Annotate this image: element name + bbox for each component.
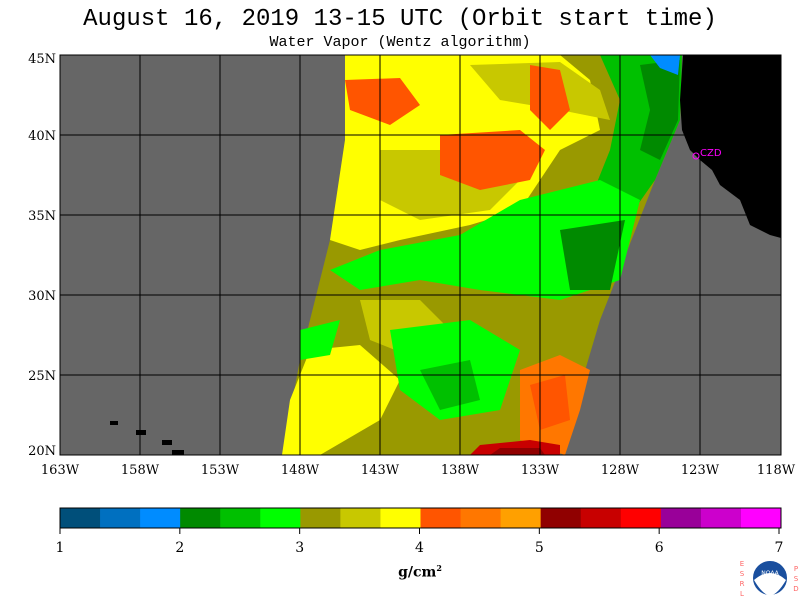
- island-oahu: [136, 430, 146, 435]
- lon-label-133w: 133W: [521, 463, 560, 478]
- grid-lines: [60, 55, 781, 455]
- logo-letter-l: L: [740, 590, 744, 598]
- lon-label-128w: 128W: [601, 463, 640, 478]
- map-title: August 16, 2019 13-15 UTC (Orbit start t…: [83, 6, 717, 33]
- region-orange-center: [440, 130, 545, 190]
- logo-letter-p: P: [794, 565, 798, 573]
- colorbar-swatch: [660, 508, 702, 528]
- lon-label-158w: 158W: [121, 463, 160, 478]
- colorbar-swatch: [100, 508, 141, 528]
- logo-letter-r: R: [740, 580, 745, 588]
- colorbar-frame: [59, 507, 782, 529]
- lon-label-123w: 123W: [681, 463, 720, 478]
- colorbar-swatch: [580, 508, 622, 528]
- colorbar-swatch: [220, 508, 261, 528]
- colorbar-swatch: [740, 508, 782, 528]
- lat-label-30n: 30N: [28, 289, 56, 304]
- colorbar-swatch: [180, 508, 221, 528]
- region-green-central: [330, 180, 640, 300]
- region-midgreen-south: [420, 360, 480, 410]
- island-maui: [162, 440, 172, 445]
- colorbar-swatch: [340, 508, 381, 528]
- colorbar-swatch: [260, 508, 301, 528]
- island-kauai: [110, 421, 118, 425]
- island-hawaii: [172, 450, 184, 455]
- lat-label-25n: 25N: [28, 369, 56, 384]
- logo-letter-d: D: [793, 585, 798, 593]
- lat-label-40n: 40N: [28, 129, 56, 144]
- site-marker-icon: [692, 152, 700, 160]
- noaa-logo-bird-icon: [754, 573, 786, 596]
- lon-label-138w: 138W: [441, 463, 480, 478]
- noaa-logo: NOAA E S R L P S D: [740, 559, 799, 598]
- logo-letter-s: S: [740, 570, 745, 578]
- map-subtitle: Water Vapor (Wentz algorithm): [269, 34, 531, 51]
- colorbar-swatch: [540, 508, 582, 528]
- lon-label-163w: 163W: [41, 463, 80, 478]
- lon-label-118w: 118W: [757, 463, 796, 478]
- region-darkgreen-central: [560, 220, 625, 290]
- colorbar-tick-label: 6: [655, 540, 664, 556]
- colorbar-tick-label: 3: [295, 540, 304, 556]
- colorbar-swatch: [500, 508, 542, 528]
- site-label: CZD: [700, 148, 722, 159]
- lat-label-35n: 35N: [28, 209, 56, 224]
- colorbar-tick-label: 7: [775, 540, 784, 556]
- colorbar-tick-label: 2: [175, 540, 184, 556]
- colorbar-tick-label: 5: [535, 540, 544, 556]
- region-orange-nw: [345, 78, 420, 125]
- logo-letter-s2: S: [794, 575, 799, 583]
- colorbar-swatch: [620, 508, 662, 528]
- colorbar: [60, 508, 782, 528]
- map-frame: [59, 54, 782, 456]
- lon-label-148w: 148W: [281, 463, 320, 478]
- colorbar-swatch: [60, 508, 101, 528]
- region-yellow-south: [282, 345, 400, 455]
- region-green-west: [300, 320, 340, 360]
- colorbar-swatch: [380, 508, 421, 528]
- noaa-logo-text: NOAA: [761, 570, 779, 577]
- colorbar-swatch: [300, 508, 341, 528]
- colorbar-swatch: [420, 508, 462, 528]
- logo-letter-e: E: [740, 560, 744, 568]
- north-america-land: [680, 55, 781, 238]
- region-blue-corner: [650, 55, 680, 75]
- lon-label-143w: 143W: [361, 463, 400, 478]
- lat-label-20n: 20N: [28, 444, 56, 459]
- region-darkred-south: [490, 448, 545, 455]
- lon-label-153w: 153W: [201, 463, 240, 478]
- colorbar-swatch: [460, 508, 502, 528]
- colorbar-tick-label: 4: [415, 540, 424, 556]
- colorbar-swatch: [140, 508, 181, 528]
- colorbar-ticks: 1 2 3 4 5 6 7: [56, 528, 784, 556]
- colorbar-swatch: [700, 508, 742, 528]
- colorbar-tick-label: 1: [56, 540, 65, 556]
- lat-label-45n: 45N: [28, 52, 56, 67]
- colorbar-units: g/cm2: [398, 563, 442, 581]
